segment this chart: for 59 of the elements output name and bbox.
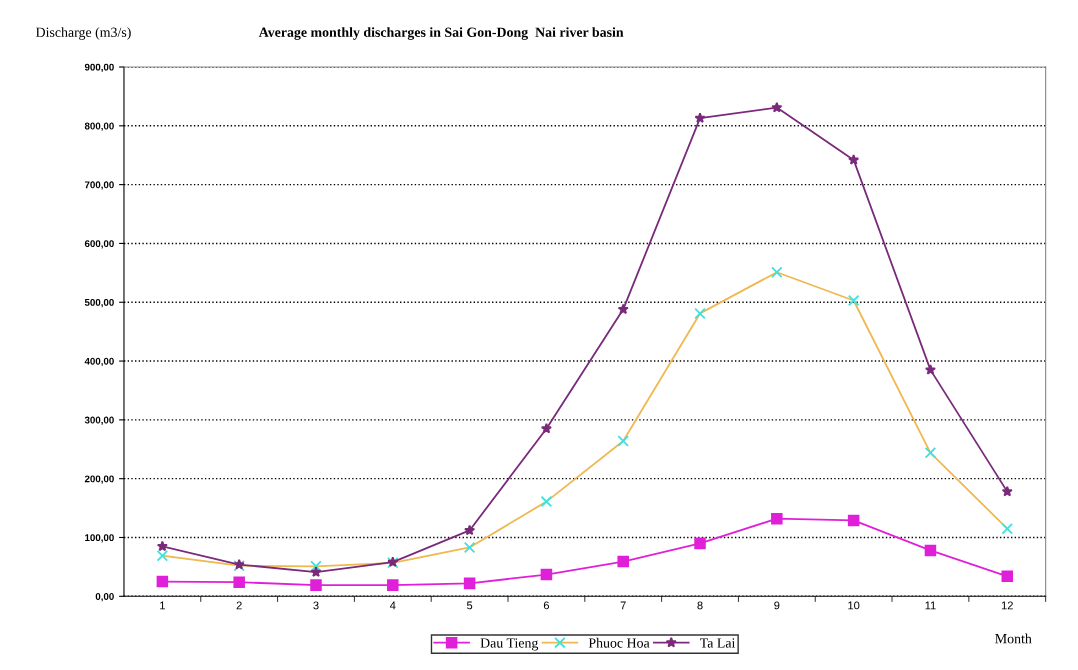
y-tick-label: 900,00 (84, 63, 114, 73)
x-tick-label: 7 (620, 601, 626, 610)
x-tick-label: 3 (313, 601, 319, 610)
y-tick-label: 700,00 (84, 181, 114, 190)
point (847, 514, 860, 527)
point (463, 541, 476, 554)
x-tick-label: 12 (1001, 601, 1013, 610)
point (540, 495, 553, 508)
y-tick-label: 600,00 (84, 240, 114, 249)
point (156, 549, 169, 562)
point (617, 435, 629, 447)
y-tick-label: 300,00 (84, 416, 114, 425)
y-tick-label: 400,00 (84, 357, 114, 367)
point (694, 112, 706, 124)
point (848, 154, 860, 165)
y-tick-label: 500,00 (84, 298, 114, 308)
point (387, 579, 399, 591)
x-tick-label: 9 (774, 601, 780, 610)
point (310, 579, 322, 591)
point (924, 364, 936, 375)
point (156, 540, 168, 552)
y-tick-label: 100,00 (85, 534, 114, 543)
point (310, 566, 322, 578)
point (233, 576, 245, 588)
point (540, 422, 552, 434)
legend-label: Phuoc Hoa (588, 637, 650, 648)
point (924, 544, 937, 557)
y-axis-title: Discharge (m3/s) (35, 27, 131, 40)
x-tick-label: 4 (389, 601, 396, 610)
point (694, 537, 706, 550)
y-tick-label: 0,00 (95, 593, 114, 602)
x-axis-title: Month (995, 633, 1032, 644)
legend-label: Ta Lai (699, 638, 736, 648)
point (924, 447, 937, 459)
x-tick-label: 6 (543, 601, 550, 610)
x-tick-label: 10 (848, 601, 860, 610)
point (1001, 522, 1014, 535)
point (771, 512, 783, 525)
chart-title: Average monthly discharges in Sai Gon-Dong Nai river basin (258, 27, 624, 40)
point (771, 101, 783, 113)
x-tick-label: 11 (925, 601, 936, 610)
x-tick-label: 2 (236, 601, 242, 610)
x-tick-label: 1 (160, 601, 165, 610)
x-tick-label: 8 (697, 601, 703, 610)
y-tick-label: 800,00 (84, 122, 114, 131)
point (847, 294, 860, 307)
point (694, 307, 706, 320)
point (464, 524, 476, 536)
point (617, 303, 629, 315)
point (1001, 570, 1014, 583)
point (463, 577, 476, 590)
y-tick-label: 200,00 (84, 475, 114, 484)
point (617, 555, 629, 568)
point (771, 266, 783, 279)
point (156, 575, 169, 588)
point (1001, 485, 1013, 497)
x-tick-label: 5 (466, 601, 473, 610)
point (540, 568, 553, 581)
legend-label: Dau Tieng (480, 638, 539, 651)
